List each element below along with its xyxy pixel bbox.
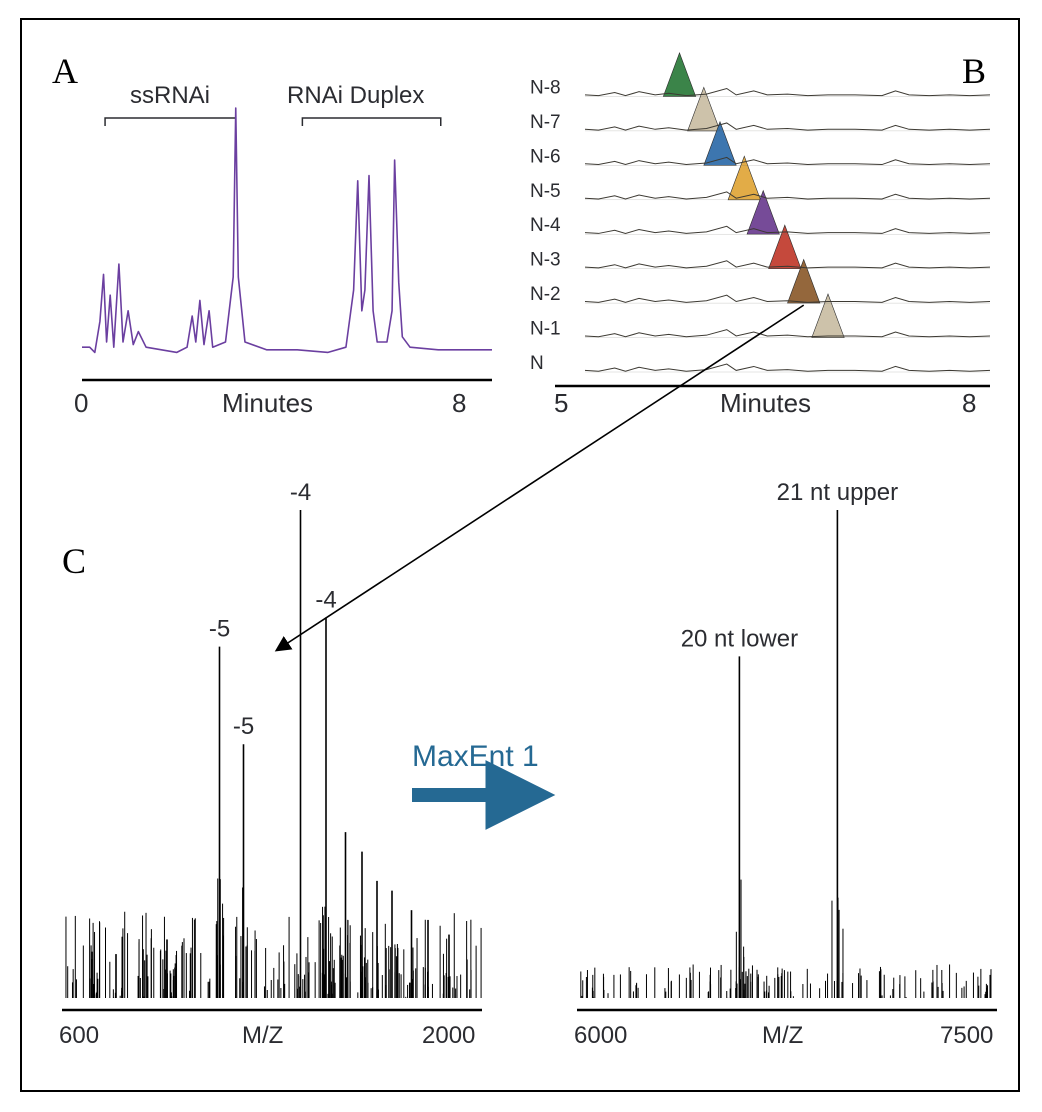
- panel-b-xmin: 5: [554, 388, 568, 419]
- panel-c-right-spectrum: 20 nt lower 21 nt upper: [572, 480, 1002, 1020]
- panel-c-left-xmin: 600: [59, 1022, 99, 1050]
- panel-c-left-xmax: 2000: [422, 1022, 475, 1050]
- svg-text:N-2: N-2: [530, 284, 561, 305]
- svg-text:N-8: N-8: [530, 77, 561, 98]
- panel-a-xlabel: Minutes: [222, 388, 313, 419]
- panel-c-right-xmin: 6000: [574, 1022, 627, 1050]
- panel-a-chromatogram: [72, 78, 502, 388]
- svg-text:N-6: N-6: [530, 146, 561, 167]
- svg-text:N-4: N-4: [530, 215, 561, 236]
- figure-frame: A ssRNAi RNAi Duplex 0 Minutes 8 B N-8N-…: [20, 18, 1020, 1092]
- svg-text:-4: -4: [290, 479, 311, 506]
- svg-text:-4: -4: [315, 586, 336, 613]
- svg-text:N-5: N-5: [530, 181, 561, 202]
- panel-c-right-xmax: 7500: [940, 1022, 993, 1050]
- maxent-label: MaxEnt 1: [412, 740, 539, 774]
- svg-text:-5: -5: [233, 713, 254, 740]
- panel-b-xmax: 8: [962, 388, 976, 419]
- panel-a-xmax: 8: [452, 388, 466, 419]
- panel-c-right-xlabel: M/Z: [762, 1022, 803, 1050]
- svg-text:21 nt upper: 21 nt upper: [777, 479, 898, 506]
- panel-b-xlabel: Minutes: [720, 388, 811, 419]
- panel-b-stacked-xic: N-8 N-7 N-6 N-5 N-4 N-3 N-2 N-1 N: [525, 42, 1005, 392]
- svg-text:N-3: N-3: [530, 250, 561, 271]
- svg-text:20 nt lower: 20 nt lower: [681, 625, 798, 652]
- svg-text:-5: -5: [209, 616, 230, 643]
- panel-a-xmin: 0: [74, 388, 88, 419]
- svg-text:N-1: N-1: [530, 319, 561, 340]
- svg-text:N: N: [530, 353, 544, 374]
- panel-c-left-xlabel: M/Z: [242, 1022, 283, 1050]
- svg-text:N-7: N-7: [530, 112, 561, 133]
